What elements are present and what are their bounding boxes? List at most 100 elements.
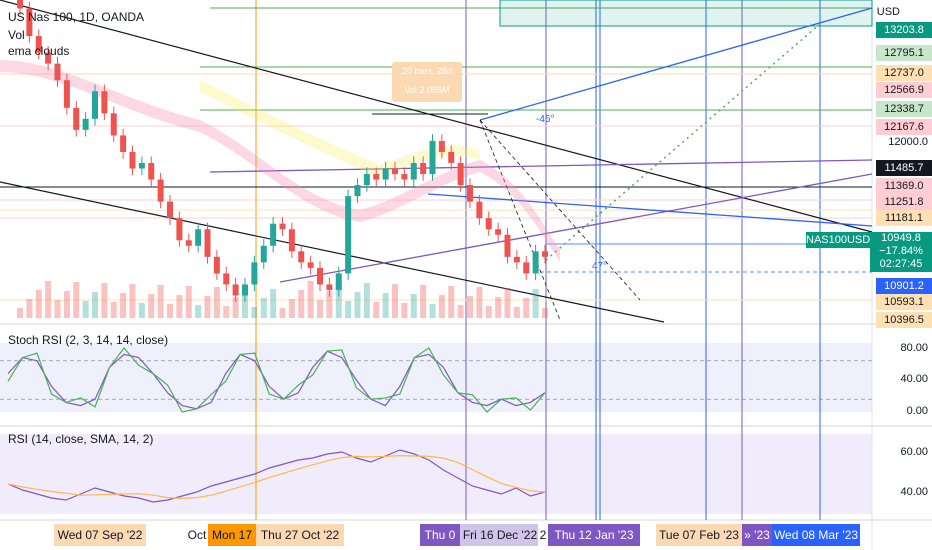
volume-bar [63, 291, 70, 318]
volume-bar [354, 292, 361, 318]
stoch-band [0, 343, 872, 412]
volume-bar [373, 302, 380, 318]
ema-cloud [0, 60, 560, 262]
currency-label: USD [876, 6, 900, 18]
candle-body [298, 251, 305, 263]
volume-bar [476, 287, 483, 318]
rsi-title[interactable]: RSI (14, close, SMA, 14, 2) [8, 432, 154, 446]
volume-bar [251, 307, 258, 318]
candle-body [213, 256, 220, 274]
candle-body [242, 284, 248, 296]
volume-bar [213, 287, 220, 318]
candle-body [82, 118, 89, 130]
price-axis-tag: 11369.0 [876, 178, 932, 194]
candle-body [270, 223, 277, 246]
price-axis-tag: 11181.1 [876, 210, 932, 226]
angle-line [479, 119, 641, 301]
price-axis-tag: 12338.7 [876, 101, 932, 117]
candle-body [392, 168, 398, 175]
current-price-box: 10949.8 −17.84% 02:27:45 [870, 232, 932, 272]
candle-body [260, 245, 267, 263]
price-axis-tag: 11251.8 [876, 194, 932, 210]
angle-label: 47° [592, 261, 608, 272]
candle-body [288, 229, 295, 252]
candle-body [54, 63, 61, 81]
volume-bar [26, 299, 33, 318]
volume-bar [467, 296, 473, 318]
volume-bar [157, 285, 164, 318]
volume-bar [138, 303, 145, 318]
candle-body [73, 107, 80, 130]
candle-body [195, 229, 202, 246]
volume-bar [288, 299, 295, 318]
candle-body [429, 140, 436, 175]
price-axis-tag: 10593.1 [876, 294, 932, 310]
rsi-tick-label: 60.00 [900, 446, 928, 458]
candle-body [326, 284, 333, 290]
angle-label: -46° [536, 114, 555, 125]
time-axis-tag: » '23 [742, 524, 772, 546]
volume-bar [532, 289, 539, 318]
candle-body [279, 223, 286, 230]
time-axis-tag: Thu 12 Jan '23 [548, 524, 640, 546]
candle-body [467, 185, 473, 202]
trendline [427, 193, 873, 227]
ema-cloud [200, 80, 480, 178]
volume-bar [307, 281, 314, 318]
rsi-band [0, 434, 872, 514]
time-axis-tag: Wed 07 Sep '22 [54, 524, 146, 546]
price-axis-tag: 10396.5 [876, 312, 932, 328]
candle-body [204, 229, 211, 257]
volume-indicator-label[interactable]: Vol [8, 28, 25, 42]
candle-body [495, 229, 502, 235]
stoch-rsi-title[interactable]: Stoch RSI (2, 3, 14, 14, close) [8, 333, 169, 347]
candle-body [345, 196, 352, 274]
volume-bar [382, 293, 389, 318]
candle-body [157, 179, 164, 202]
candle-body [26, 8, 33, 37]
candle-body [17, 0, 23, 9]
measure-tooltip: 20 bars, 28d Vol 2.065M [392, 62, 462, 102]
volume-bar [326, 291, 333, 318]
candle-body [185, 240, 192, 246]
volume-bar [485, 306, 492, 318]
ema-clouds-indicator-label[interactable]: ema clouds [8, 44, 70, 58]
candle-body [232, 284, 239, 296]
candle-body [354, 185, 361, 197]
bar-countdown: 02:27:45 [879, 258, 923, 270]
rsi-ma-line [7, 454, 546, 500]
candle-body [542, 251, 548, 257]
projection-line [545, 23, 821, 261]
measure-volume: Vol 2.065M [404, 85, 450, 95]
volume-bar [148, 294, 155, 318]
candle-body [373, 174, 380, 180]
volume-bar [504, 288, 511, 318]
volume-bar [448, 286, 455, 318]
candle-body [420, 163, 427, 175]
candle-body [457, 163, 464, 186]
volume-bar [73, 282, 80, 318]
candle-body [138, 163, 145, 169]
time-axis-tag: Wed 08 Mar '23 [772, 524, 860, 546]
volume-bar [232, 297, 239, 318]
candle-body [176, 218, 183, 241]
trendline [479, 7, 873, 121]
time-axis-tag: Thu 27 Oct '22 [256, 524, 344, 546]
volume-bar [35, 290, 42, 318]
candle-body [532, 251, 539, 274]
angle-line [479, 119, 561, 321]
symbol-price-tag: NAS100USD [806, 232, 871, 248]
candle-body [504, 234, 511, 257]
candle-body [410, 163, 417, 180]
volume-bar [204, 296, 211, 318]
price-axis-tag: 10901.2 [876, 278, 932, 294]
price-axis-label: 12000.0 [888, 136, 928, 148]
price-axis-tag: 12566.9 [876, 82, 932, 98]
volume-bar [495, 297, 502, 318]
candle-body [223, 273, 230, 285]
candle-body [251, 262, 258, 285]
candle-body [335, 273, 342, 290]
candle-body [513, 256, 520, 263]
current-price: 10949.8 [881, 232, 921, 244]
